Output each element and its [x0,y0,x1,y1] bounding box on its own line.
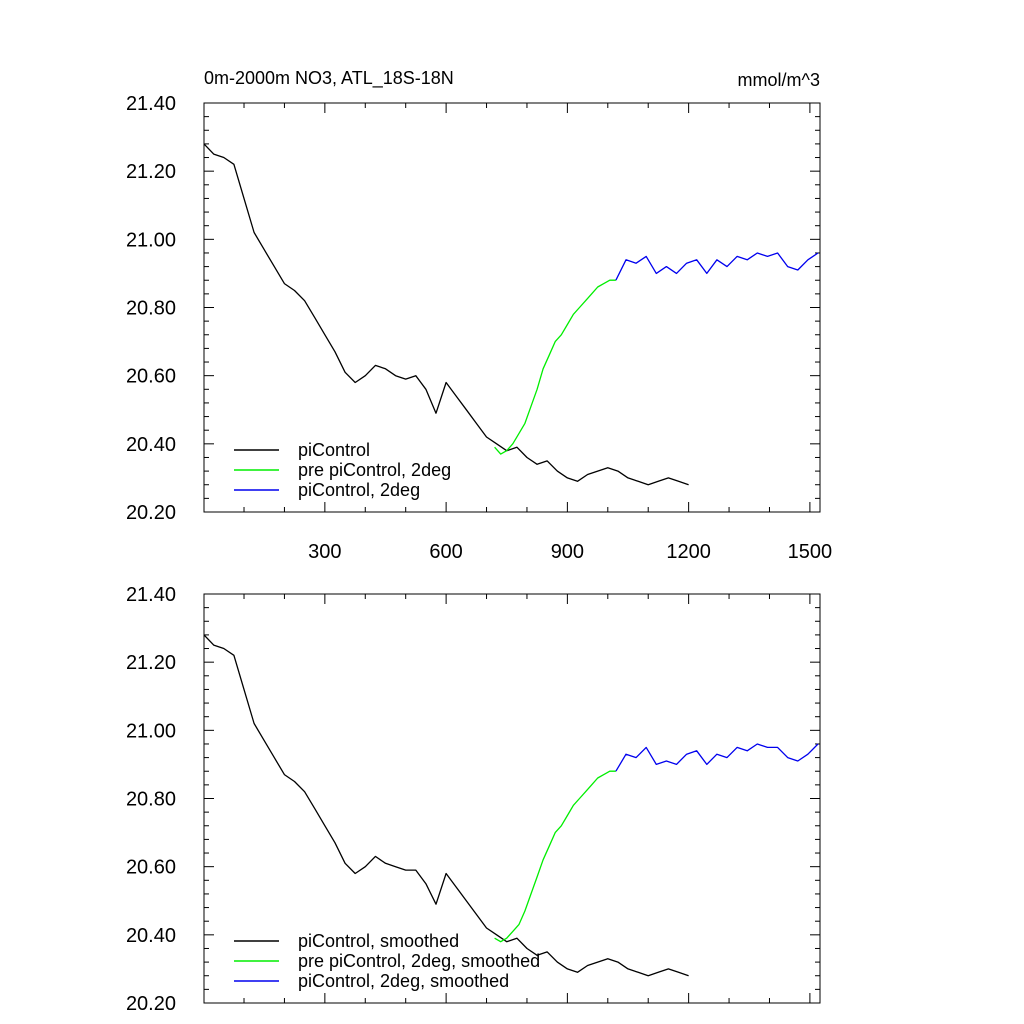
series-line-1 [494,770,616,943]
x-tick-label: 600 [429,541,462,563]
y-tick-label: 20.60 [126,366,176,388]
y-tick-label: 20.40 [126,434,176,456]
units-label: mmol/m^3 [738,70,820,90]
panel-top: 20.20 20.40 20.60 20.80 21.00 21.20 21.40 300 60… [126,93,832,563]
x-tick-label: 1200 [666,541,711,563]
y-tick-label: 21.20 [126,652,176,674]
series-line-2 [615,252,819,281]
x-tick-label: 300 [308,541,341,563]
legend-label-1: pre piControl, 2deg, smoothed [298,951,540,971]
x-tick-label: 900 [551,541,584,563]
y-tick-label: 20.80 [126,789,176,811]
y-tick-label: 20.20 [126,502,176,524]
y-tick-label: 21.40 [126,93,176,115]
legend-label-2: piControl, 2deg [298,480,420,500]
y-tick-label: 21.00 [126,229,176,251]
y-tick-label: 20.60 [126,857,176,879]
y-tick-label: 20.80 [126,298,176,320]
panel-bottom: 20.20 20.40 20.60 20.80 21.00 21.20 21.40 piCon… [126,584,821,1015]
plot-frame [203,593,821,1004]
y-tick-label: 21.40 [126,584,176,606]
legend-label-0: piControl [298,440,370,460]
series-line-0 [203,634,689,977]
x-tick-label: 1500 [788,541,833,563]
series-line-0 [203,143,689,486]
legend-label-0: piControl, smoothed [298,931,459,951]
legend-label-2: piControl, 2deg, smoothed [298,971,509,991]
series-line-1 [494,279,616,455]
series-line-2 [615,743,819,772]
y-tick-label: 21.00 [126,720,176,742]
y-tick-label: 21.20 [126,161,176,183]
legend-label-1: pre piControl, 2deg [298,460,451,480]
y-tick-label: 20.40 [126,925,176,947]
plot-frame [203,102,821,513]
chart-title: 0m-2000m NO3, ATL_18S-18N [204,68,454,89]
y-tick-label: 20.20 [126,993,176,1015]
